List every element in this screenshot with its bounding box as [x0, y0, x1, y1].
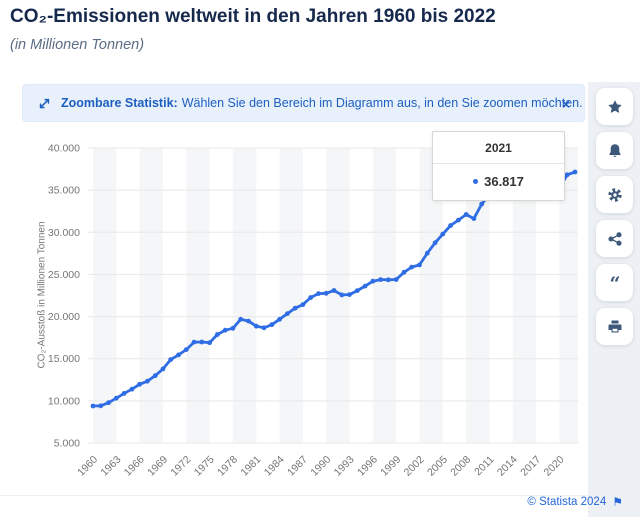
chart-tooltip: 2021 36.817 [432, 131, 565, 201]
zoom-diagonal-arrows-icon [37, 96, 52, 111]
printer-icon [607, 319, 623, 335]
share-icon [607, 231, 623, 247]
flag-icon[interactable]: ⚑ [612, 495, 623, 509]
sidebar-favorite-button[interactable] [596, 88, 633, 125]
star-icon [607, 99, 623, 115]
svg-text:2002: 2002 [402, 454, 427, 479]
svg-text:1999: 1999 [378, 454, 403, 479]
svg-text:1996: 1996 [355, 454, 380, 479]
page-subtitle: (in Millionen Tonnen) [10, 37, 145, 53]
tooltip-value: 36.817 [484, 174, 524, 189]
quote-icon: “ [607, 275, 623, 291]
page-title: CO₂-Emissionen weltweit in den Jahren 19… [10, 6, 496, 27]
copyright-text: © Statista 2024 [527, 496, 607, 508]
svg-text:2005: 2005 [425, 454, 450, 479]
footer-divider [0, 495, 588, 496]
svg-text:2020: 2020 [542, 454, 567, 479]
tooltip-year: 2021 [433, 132, 564, 164]
svg-text:1987: 1987 [285, 454, 310, 479]
svg-text:1966: 1966 [122, 454, 147, 479]
sidebar-print-button[interactable] [596, 308, 633, 345]
copyright: © Statista 2024 ⚑ [527, 496, 623, 508]
svg-text:35.000: 35.000 [48, 185, 80, 197]
sidebar-share-button[interactable] [596, 220, 633, 257]
series-marker-dot [473, 179, 479, 184]
svg-text:40.000: 40.000 [48, 143, 80, 155]
banner-text: Zoombare Statistik: Wählen Sie den Bereic… [61, 96, 583, 110]
bell-icon [607, 143, 623, 159]
svg-text:1972: 1972 [168, 454, 193, 479]
banner-close-button[interactable]: × [561, 96, 570, 112]
svg-text:1963: 1963 [98, 454, 123, 479]
banner-message: Wählen Sie den Bereich im Diagramm aus, … [181, 96, 583, 110]
gear-icon [607, 187, 623, 203]
svg-text:1960: 1960 [75, 454, 100, 479]
svg-text:“: “ [609, 275, 620, 291]
banner-bold-label: Zoombare Statistik: [61, 96, 178, 110]
y-axis-title: CO₂-Ausstoß in Millionen Tonnen [36, 221, 48, 369]
svg-text:10.000: 10.000 [48, 395, 80, 407]
svg-text:1975: 1975 [192, 454, 217, 479]
svg-text:1993: 1993 [332, 454, 357, 479]
svg-text:1981: 1981 [238, 454, 263, 479]
svg-text:5.000: 5.000 [54, 438, 80, 450]
zoom-info-banner: Zoombare Statistik: Wählen Sie den Bereic… [22, 84, 585, 122]
svg-text:2008: 2008 [448, 454, 473, 479]
svg-text:2011: 2011 [472, 454, 497, 479]
svg-text:1978: 1978 [215, 454, 240, 479]
sidebar-cite-button[interactable]: “ [596, 264, 633, 301]
tooltip-value-row: 36.817 [433, 164, 564, 200]
sidebar-settings-button[interactable] [596, 176, 633, 213]
svg-text:15.000: 15.000 [48, 353, 80, 365]
svg-text:20.000: 20.000 [48, 311, 80, 323]
sidebar-notifications-button[interactable] [596, 132, 633, 169]
svg-text:2017: 2017 [518, 454, 543, 479]
svg-text:25.000: 25.000 [48, 269, 80, 281]
svg-text:1984: 1984 [262, 454, 287, 479]
svg-text:1969: 1969 [145, 454, 170, 479]
svg-text:1990: 1990 [308, 454, 333, 479]
svg-text:30.000: 30.000 [48, 227, 80, 239]
svg-text:2014: 2014 [495, 454, 520, 479]
